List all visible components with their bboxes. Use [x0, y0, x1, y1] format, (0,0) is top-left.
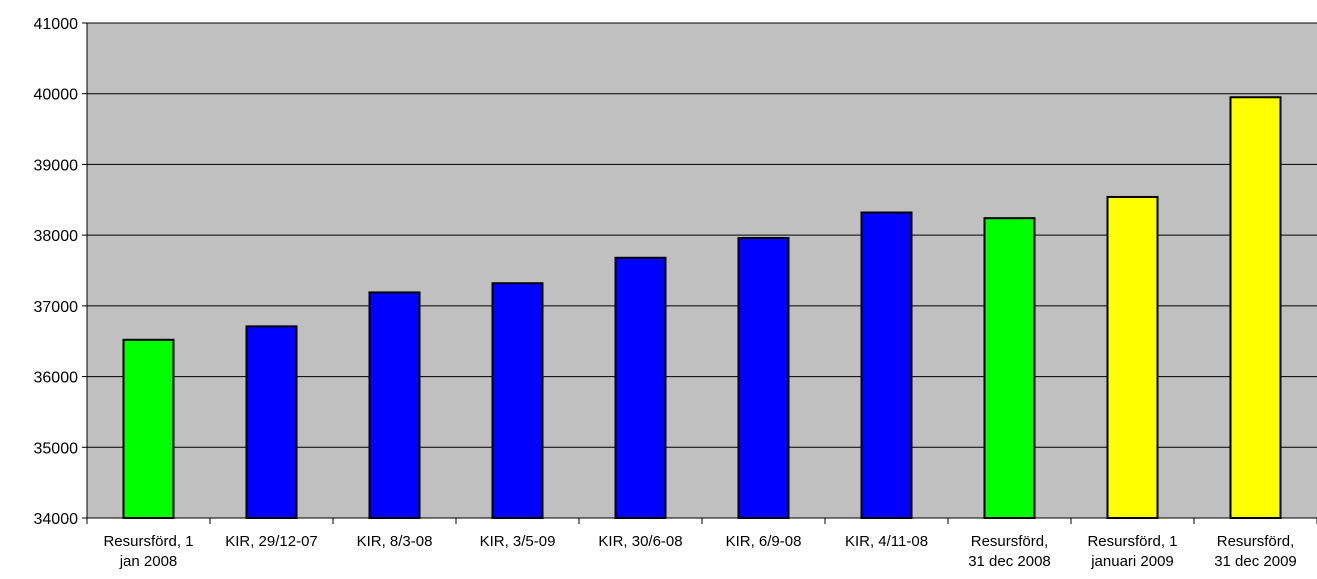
category-label: KIR, 8/3-08 — [357, 533, 433, 550]
category-label: Resursförd, 31 dec 2009 — [1214, 533, 1297, 570]
bar — [614, 256, 667, 519]
bar — [368, 291, 421, 519]
category-label: KIR, 29/12-07 — [225, 533, 318, 550]
y-tick-label: 40000 — [34, 87, 79, 104]
category-label: KIR, 4/11-08 — [845, 533, 928, 550]
category-label-line: Resursförd, — [971, 533, 1049, 550]
category-label: KIR, 3/5-09 — [480, 533, 556, 550]
y-tick-label: 39000 — [34, 157, 79, 174]
category-label-line: januari 2009 — [1090, 553, 1174, 570]
category-label-line: KIR, 3/5-09 — [480, 533, 556, 550]
y-tick-label: 38000 — [34, 228, 79, 245]
category-label-line: KIR, 30/6-08 — [598, 533, 682, 550]
category-label-line: jan 2008 — [119, 553, 178, 570]
y-tick-label: 34000 — [34, 511, 79, 528]
y-tick-label: 41000 — [34, 16, 79, 33]
category-label: KIR, 30/6-08 — [598, 533, 682, 550]
bar — [122, 338, 175, 519]
y-tick-label: 37000 — [34, 299, 79, 316]
category-label-line: KIR, 4/11-08 — [845, 533, 928, 550]
category-label-line: KIR, 6/9-08 — [726, 533, 802, 550]
category-label: KIR, 6/9-08 — [726, 533, 802, 550]
y-tick-label: 36000 — [34, 370, 79, 387]
category-label-line: KIR, 8/3-08 — [357, 533, 433, 550]
bar — [491, 282, 544, 519]
bar — [737, 236, 790, 519]
y-axis: 34000 35000 36000 37000 38000 39000 40000 41000 — [34, 16, 88, 528]
category-label-line: Resursförd, 1 — [103, 533, 193, 550]
category-label: Resursförd, 31 dec 2008 — [968, 533, 1051, 570]
bar — [1229, 96, 1282, 519]
bars — [122, 96, 1282, 520]
bar — [245, 325, 298, 519]
x-axis: Resursförd, 1 jan 2008 KIR, 29/12-07 KIR, 8… — [86, 517, 1317, 570]
bar — [1106, 195, 1159, 519]
category-label-line: KIR, 29/12-07 — [225, 533, 318, 550]
category-label: Resursförd, 1 januari 2009 — [1087, 533, 1177, 570]
category-label: Resursförd, 1 jan 2008 — [103, 533, 193, 570]
category-label-line: 31 dec 2009 — [1214, 553, 1297, 570]
y-tick-label: 35000 — [34, 440, 79, 457]
category-label-line: Resursförd, — [1217, 533, 1295, 550]
category-label-line: Resursförd, 1 — [1087, 533, 1177, 550]
category-label-line: 31 dec 2008 — [968, 553, 1051, 570]
bar — [860, 211, 913, 519]
bar — [983, 217, 1036, 520]
